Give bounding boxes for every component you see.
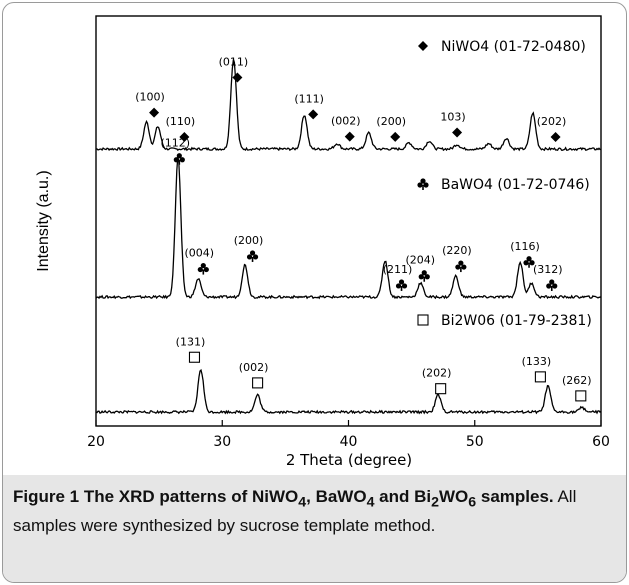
peak-label: (200) — [376, 115, 406, 128]
legend-marker — [417, 314, 429, 326]
xrd-trace-3 — [95, 368, 602, 415]
peak-marker — [523, 256, 535, 268]
peak-marker — [390, 131, 401, 142]
peak-label: (200) — [234, 234, 264, 247]
peak-label: (110) — [166, 115, 196, 128]
peak-marker — [188, 351, 201, 363]
peak-marker — [418, 270, 430, 282]
peak-label: (002) — [331, 115, 361, 128]
peak-marker — [550, 132, 561, 142]
legend-label: Bi2W06 (01-79-2381) — [441, 313, 592, 329]
peak-marker — [197, 262, 209, 275]
peak-marker — [534, 371, 546, 383]
x-tick-label: 40 — [340, 434, 358, 450]
peak-marker — [173, 153, 185, 165]
peak-label: (100) — [135, 91, 165, 104]
caption-title: Figure 1 The XRD patterns of NiWO4, BaWO… — [13, 487, 554, 511]
peak-label: (202) — [537, 115, 567, 128]
peak-label: (002) — [239, 361, 269, 374]
y-axis-label: Intensity (a.u.) — [35, 170, 52, 271]
peak-marker — [344, 131, 355, 142]
peak-marker — [246, 250, 259, 262]
peak-label: (202) — [422, 367, 452, 380]
peak-label: (004) — [185, 247, 215, 260]
peak-label: 103) — [440, 111, 465, 124]
xrd-trace-2 — [95, 156, 602, 300]
x-tick-label: 50 — [466, 434, 484, 450]
peak-marker — [395, 279, 408, 291]
peak-label: (133) — [522, 355, 552, 368]
legend-marker — [417, 178, 429, 190]
x-tick-label: 30 — [213, 434, 231, 450]
peak-marker — [575, 390, 587, 402]
x-axis-label: 2 Theta (degree) — [286, 451, 412, 469]
peak-label: (011) — [219, 55, 249, 68]
legend-label: BaWO4 (01-72-0746) — [441, 177, 590, 193]
peak-marker — [452, 127, 463, 138]
peak-label: (220) — [442, 244, 472, 257]
legend-label: NiWO4 (01-72-0480) — [441, 39, 586, 55]
peak-marker — [232, 72, 243, 83]
peak-marker — [435, 383, 447, 395]
xrd-chart: (100)(110) (011) (111) (002) (200) 103) (202) (… — [35, 15, 610, 469]
peak-label: (211) — [383, 263, 413, 276]
figure-caption: Figure 1 The XRD patterns of NiWO4, BaWO… — [13, 485, 614, 537]
x-tick-label: 60 — [592, 434, 610, 450]
peak-label: (116) — [510, 240, 540, 253]
peak-marker — [252, 377, 264, 389]
caption-box: Figure 1 The XRD patterns of NiWO4, BaWO… — [3, 475, 626, 582]
legend-marker — [418, 41, 428, 51]
peak-label: (112) — [161, 137, 191, 150]
peak-label: (204) — [405, 254, 435, 267]
peak-marker — [455, 260, 467, 273]
peak-marker — [308, 109, 319, 120]
peak-label: (262) — [562, 374, 592, 387]
peak-marker — [179, 132, 190, 142]
x-tick-label: 20 — [87, 434, 105, 450]
xrd-trace-1 — [95, 59, 602, 152]
peak-label: (111) — [294, 92, 324, 105]
caption-text: All samples were synthesized by sucrose … — [13, 487, 577, 536]
peak-label: (131) — [176, 335, 206, 348]
peak-marker — [149, 107, 160, 118]
peak-marker — [546, 279, 558, 291]
peak-label: (312) — [533, 263, 563, 276]
